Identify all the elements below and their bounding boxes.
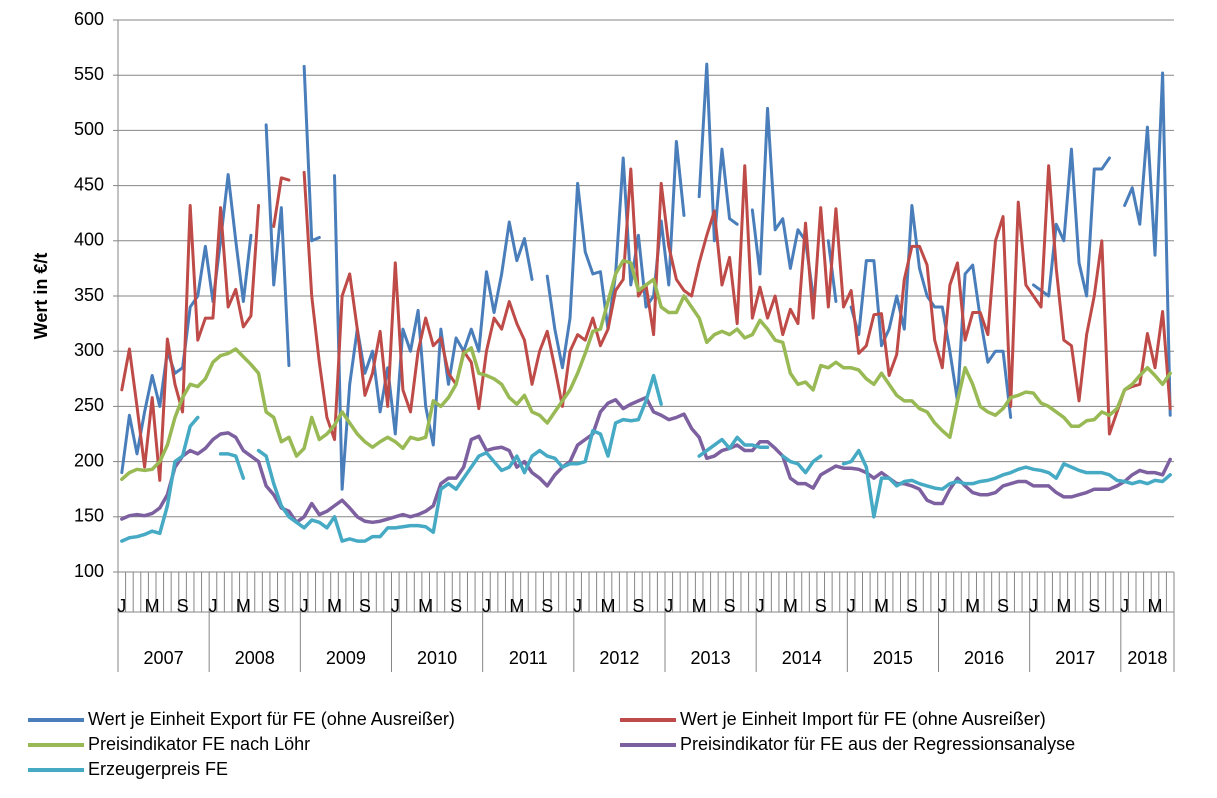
y-tick-label: 250 bbox=[74, 395, 104, 415]
series-line bbox=[120, 258, 1172, 482]
year-label: 2012 bbox=[599, 648, 639, 668]
month-label: M bbox=[965, 596, 980, 616]
month-label: M bbox=[418, 596, 433, 616]
month-label: M bbox=[1148, 596, 1163, 616]
y-tick-label: 550 bbox=[74, 64, 104, 84]
month-label: M bbox=[509, 596, 524, 616]
month-label: M bbox=[145, 596, 160, 616]
year-label: 2017 bbox=[1055, 648, 1095, 668]
series-line bbox=[120, 62, 1172, 491]
month-label: J bbox=[300, 596, 309, 616]
year-label: 2013 bbox=[691, 648, 731, 668]
month-label: J bbox=[391, 596, 400, 616]
month-label: M bbox=[692, 596, 707, 616]
month-label: S bbox=[359, 596, 371, 616]
year-label: 2018 bbox=[1127, 648, 1167, 668]
y-tick-label: 200 bbox=[74, 450, 104, 470]
month-label: J bbox=[938, 596, 947, 616]
year-label: 2011 bbox=[509, 648, 548, 668]
month-label: M bbox=[1056, 596, 1071, 616]
month-label: S bbox=[1088, 596, 1100, 616]
month-label: J bbox=[482, 596, 491, 616]
y-tick-label: 350 bbox=[74, 285, 104, 305]
year-label: 2014 bbox=[782, 648, 822, 668]
month-label: S bbox=[815, 596, 827, 616]
y-tick-label: 600 bbox=[74, 9, 104, 29]
year-label: 2007 bbox=[144, 648, 184, 668]
month-label: M bbox=[327, 596, 342, 616]
year-label: 2016 bbox=[964, 648, 1004, 668]
month-label: J bbox=[755, 596, 764, 616]
legend-label: Wert je Einheit Export für FE (ohne Ausr… bbox=[88, 709, 455, 729]
month-label: J bbox=[1029, 596, 1038, 616]
y-tick-label: 100 bbox=[74, 561, 104, 581]
month-label: S bbox=[724, 596, 736, 616]
month-label: S bbox=[541, 596, 553, 616]
month-label: J bbox=[117, 596, 126, 616]
month-label: S bbox=[268, 596, 280, 616]
month-label: M bbox=[236, 596, 251, 616]
month-label: M bbox=[874, 596, 889, 616]
month-label: J bbox=[664, 596, 673, 616]
month-label: J bbox=[208, 596, 217, 616]
month-label: S bbox=[906, 596, 918, 616]
y-axis-label: Wert in €/t bbox=[31, 253, 51, 340]
month-label: J bbox=[573, 596, 582, 616]
y-tick-label: 450 bbox=[74, 174, 104, 194]
month-label: S bbox=[177, 596, 189, 616]
y-tick-label: 400 bbox=[74, 230, 104, 250]
legend-label: Preisindikator FE nach Löhr bbox=[88, 734, 310, 754]
y-tick-label: 500 bbox=[74, 119, 104, 139]
year-label: 2008 bbox=[235, 648, 275, 668]
month-label: S bbox=[632, 596, 644, 616]
year-label: 2015 bbox=[873, 648, 913, 668]
month-label: S bbox=[997, 596, 1009, 616]
legend-label: Erzeugerpreis FE bbox=[88, 759, 228, 779]
month-label: J bbox=[1120, 596, 1129, 616]
y-tick-label: 150 bbox=[74, 506, 104, 526]
month-label: M bbox=[783, 596, 798, 616]
legend-label: Wert je Einheit Import für FE (ohne Ausr… bbox=[680, 709, 1046, 729]
year-label: 2010 bbox=[417, 648, 457, 668]
legend-label: Preisindikator für FE aus der Regression… bbox=[680, 734, 1075, 754]
month-label: J bbox=[847, 596, 856, 616]
y-tick-label: 300 bbox=[74, 340, 104, 360]
series-line bbox=[120, 164, 1172, 482]
month-label: M bbox=[601, 596, 616, 616]
year-label: 2009 bbox=[326, 648, 366, 668]
series-line bbox=[120, 373, 1172, 543]
month-label: S bbox=[450, 596, 462, 616]
